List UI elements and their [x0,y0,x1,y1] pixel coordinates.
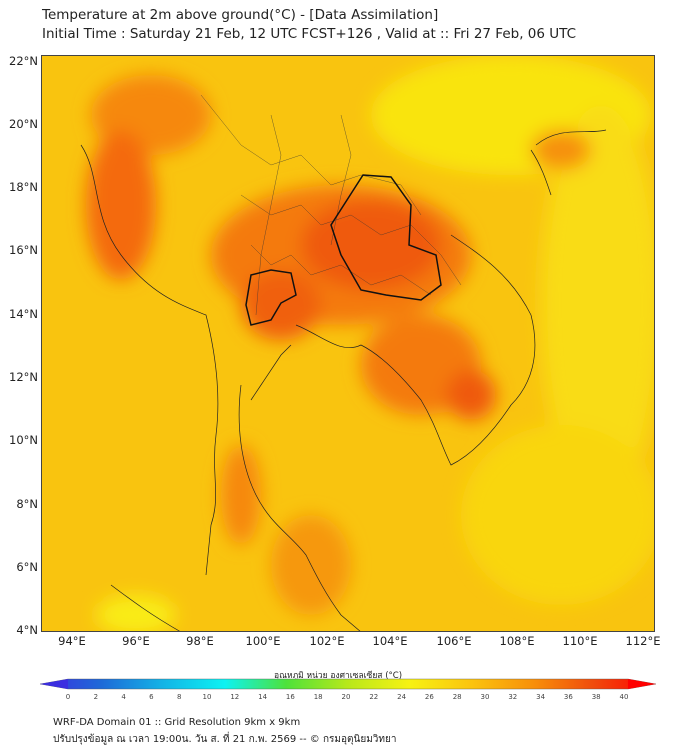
province-boundaries [200,94,462,316]
colorbar-tick-label: 12 [230,693,240,701]
lon-label: 104°E [372,634,408,648]
colorbar-tick-label: 0 [65,693,71,701]
colorbar-tick-label: 30 [480,693,490,701]
colorbar-tick-label: 26 [424,693,434,701]
lon-label: 108°E [499,634,535,648]
lon-label: 94°E [58,634,86,648]
lat-label: 20°N [9,117,38,131]
colorbar-tick-label: 2 [93,693,99,701]
colorbar [40,678,656,690]
colorbar-tick-label: 28 [452,693,462,701]
lon-label: 110°E [562,634,598,648]
colorbar-tick-label: 16 [285,693,295,701]
lat-label: 16°N [9,243,38,257]
map-title: Temperature at 2m above ground(°C) - [Da… [42,7,439,23]
map-subtitle: Initial Time : Saturday 21 Feb, 12 UTC F… [42,26,577,42]
highlighted-region-northeast [330,174,442,301]
colorbar-tick-label: 36 [563,693,573,701]
lon-label: 98°E [186,634,214,648]
colorbar-title: อุณหภูมิ หน่วย องศาเซลเซียส (°C) [273,671,403,681]
temperature-map [41,55,655,632]
lon-label: 102°E [309,634,345,648]
lat-label: 6°N [16,560,38,574]
lon-label: 96°E [122,634,150,648]
colorbar-tick-label: 4 [121,693,126,701]
colorbar-tick-label: 10 [202,693,212,701]
highlighted-region-central [245,269,297,326]
colorbar-tick-label: 14 [258,693,268,701]
lon-label: 100°E [245,634,281,648]
lat-label: 22°N [9,54,38,68]
colorbar-tick-label: 34 [536,693,546,701]
lat-label: 10°N [9,433,38,447]
lat-label: 14°N [9,307,38,321]
lon-label: 106°E [436,634,472,648]
colorbar-tick-label: 38 [591,693,601,701]
lat-label: 4°N [16,623,38,637]
colorbar-tick-label: 8 [176,693,182,701]
lat-label: 8°N [16,497,38,511]
colorbar-tick-label: 20 [341,693,351,701]
lon-label: 112°E [625,634,661,648]
colorbar-tick-label: 18 [313,693,323,701]
colorbar-tick-label: 32 [508,693,518,701]
coastlines [80,129,607,632]
lat-label: 18°N [9,180,38,194]
colorbar-tick-label: 24 [397,693,407,701]
colorbar-tick-label: 40 [619,693,629,701]
footer-update-info: ปรับปรุงข้อมูล ณ เวลา 19:00น. วัน ส. ที่… [53,734,397,745]
lat-label: 12°N [9,370,38,384]
colorbar-tick-label: 6 [149,693,154,701]
footer-model-info: WRF-DA Domain 01 :: Grid Resolution 9km … [53,717,301,728]
colorbar-tick-label: 22 [369,693,379,701]
